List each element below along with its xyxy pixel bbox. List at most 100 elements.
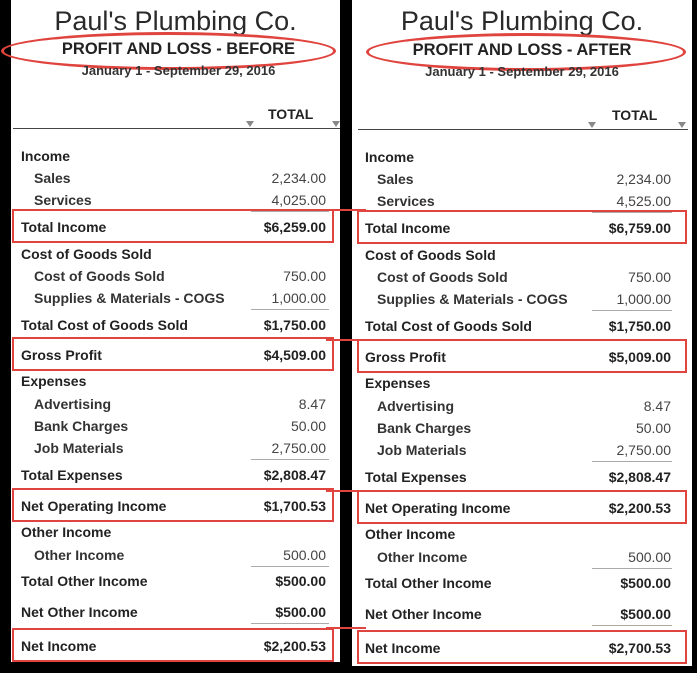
report-after: Paul's Plumbing Co. PROFIT AND LOSS - AF… (352, 0, 692, 666)
column-header-total[interactable]: TOTAL (268, 106, 314, 122)
report-row[interactable]: Other Income 500.00 (352, 546, 692, 568)
row-value[interactable]: 1,000.00 (616, 291, 672, 307)
report-row[interactable]: Other Income 500.00 (11, 544, 340, 566)
title-highlight-oval (366, 33, 686, 71)
highlight-box (357, 339, 687, 373)
row-value[interactable]: $500.00 (620, 606, 671, 622)
report-row[interactable]: Other Income (352, 523, 692, 545)
report-row[interactable]: Gross Profit $5,009.00 (352, 346, 692, 368)
report-row[interactable]: Total Cost of Goods Sold $1,750.00 (11, 314, 340, 336)
row-value[interactable]: $2,200.53 (608, 500, 671, 516)
report-row[interactable]: Job Materials 2,750.00 (352, 439, 692, 461)
report-row[interactable]: Cost of Goods Sold (11, 243, 340, 265)
report-row[interactable]: Cost of Goods Sold 750.00 (352, 266, 692, 288)
row-label: Services (377, 193, 435, 209)
report-row[interactable]: Sales 2,234.00 (352, 168, 692, 190)
report-title: PROFIT AND LOSS - BEFORE (61, 40, 296, 58)
report-row[interactable]: Bank Charges 50.00 (352, 417, 692, 439)
row-value[interactable]: 500.00 (628, 549, 671, 565)
report-title: PROFIT AND LOSS - AFTER (412, 41, 632, 59)
row-value[interactable]: $5,009.00 (608, 349, 671, 365)
report-row[interactable]: Supplies & Materials - COGS 1,000.00 (352, 288, 692, 310)
report-row[interactable]: Net Income $2,700.53 (352, 637, 692, 659)
report-row[interactable]: Job Materials 2,750.00 (11, 437, 340, 459)
highlight-connector-net-income (326, 627, 366, 629)
row-value[interactable]: 500.00 (283, 547, 326, 563)
report-row[interactable]: Bank Charges 50.00 (11, 415, 340, 437)
row-value[interactable]: 2,234.00 (616, 171, 672, 187)
report-row[interactable]: Expenses (11, 370, 340, 392)
row-value[interactable]: $1,700.53 (263, 498, 326, 514)
row-value[interactable]: 8.47 (643, 398, 671, 414)
highlight-box (357, 210, 687, 244)
report-row[interactable]: Total Other Income $500.00 (11, 570, 340, 592)
report-row[interactable]: Net Operating Income $1,700.53 (11, 495, 340, 517)
row-value[interactable]: $2,808.47 (608, 469, 671, 485)
report-row[interactable]: Gross Profit $4,509.00 (11, 344, 340, 366)
report-row[interactable]: Income (11, 145, 340, 167)
column-menu-icon[interactable] (678, 122, 686, 128)
report-row[interactable]: Total Other Income $500.00 (352, 572, 692, 594)
report-row[interactable]: Total Cost of Goods Sold $1,750.00 (352, 315, 692, 337)
row-value[interactable]: 2,750.00 (616, 442, 672, 458)
row-value[interactable]: $2,700.53 (608, 640, 671, 656)
row-value[interactable]: $6,759.00 (608, 220, 671, 236)
report-row[interactable]: Services 4,525.00 (352, 190, 692, 212)
subtotal-underline (592, 461, 672, 462)
report-row[interactable]: Sales 2,234.00 (11, 167, 340, 189)
row-label: Total Other Income (365, 575, 492, 591)
report-row[interactable]: Total Expenses $2,808.47 (11, 464, 340, 486)
header-divider (13, 128, 340, 129)
row-label: Net Operating Income (365, 500, 511, 516)
row-value[interactable]: $1,750.00 (608, 318, 671, 334)
report-row[interactable]: Expenses (352, 372, 692, 394)
highlight-connector-net-operating (326, 490, 366, 492)
row-label: Net Other Income (365, 606, 482, 622)
row-value[interactable]: $2,808.47 (263, 467, 326, 483)
row-value[interactable]: 2,234.00 (271, 170, 327, 186)
report-row[interactable]: Income (352, 146, 692, 168)
row-value[interactable]: 750.00 (628, 269, 671, 285)
report-row[interactable]: Cost of Goods Sold 750.00 (11, 265, 340, 287)
sort-arrow-icon[interactable] (246, 121, 254, 127)
report-row[interactable]: Other Income (11, 521, 340, 543)
row-label: Total Cost of Goods Sold (365, 318, 532, 334)
report-row[interactable]: Total Income $6,759.00 (352, 217, 692, 239)
row-value[interactable]: 50.00 (290, 418, 326, 434)
row-value[interactable]: 1,000.00 (271, 290, 327, 306)
row-value[interactable]: $500.00 (275, 573, 326, 589)
row-value[interactable]: $2,200.53 (263, 638, 326, 654)
report-row[interactable]: Total Income $6,259.00 (11, 216, 340, 238)
row-value[interactable]: 750.00 (283, 268, 326, 284)
report-date-range: January 1 - September 29, 2016 (425, 64, 619, 79)
report-row[interactable]: Net Other Income $500.00 (352, 603, 692, 625)
report-row[interactable]: Net Other Income $500.00 (11, 601, 340, 623)
row-label: Other Income (21, 524, 112, 540)
sort-arrow-icon[interactable] (588, 122, 596, 128)
row-value[interactable]: 4,025.00 (271, 192, 327, 208)
row-value[interactable]: $500.00 (620, 575, 671, 591)
column-header-total[interactable]: TOTAL (612, 107, 658, 123)
row-value[interactable]: 2,750.00 (271, 440, 327, 456)
row-value[interactable]: 50.00 (635, 420, 671, 436)
row-value[interactable]: 8.47 (298, 396, 326, 412)
row-value[interactable]: $4,509.00 (263, 347, 326, 363)
report-row[interactable]: Net Operating Income $2,200.53 (352, 497, 692, 519)
row-value[interactable]: 4,525.00 (616, 193, 672, 209)
report-row[interactable]: Supplies & Materials - COGS 1,000.00 (11, 287, 340, 309)
row-label: Supplies & Materials - COGS (377, 291, 568, 307)
report-row[interactable]: Total Expenses $2,808.47 (352, 466, 692, 488)
row-value[interactable]: $1,750.00 (263, 317, 326, 333)
row-value[interactable]: $500.00 (275, 604, 326, 620)
report-row[interactable]: Services 4,025.00 (11, 189, 340, 211)
report-row[interactable]: Advertising 8.47 (352, 395, 692, 417)
column-menu-icon[interactable] (332, 121, 340, 127)
report-row[interactable]: Net Income $2,200.53 (11, 635, 340, 657)
highlight-box (12, 209, 334, 243)
row-label: Services (34, 192, 92, 208)
report-row[interactable]: Cost of Goods Sold (352, 244, 692, 266)
highlight-box (357, 630, 687, 664)
report-row[interactable]: Advertising 8.47 (11, 393, 340, 415)
row-label: Other Income (377, 549, 468, 565)
row-value[interactable]: $6,259.00 (263, 219, 326, 235)
